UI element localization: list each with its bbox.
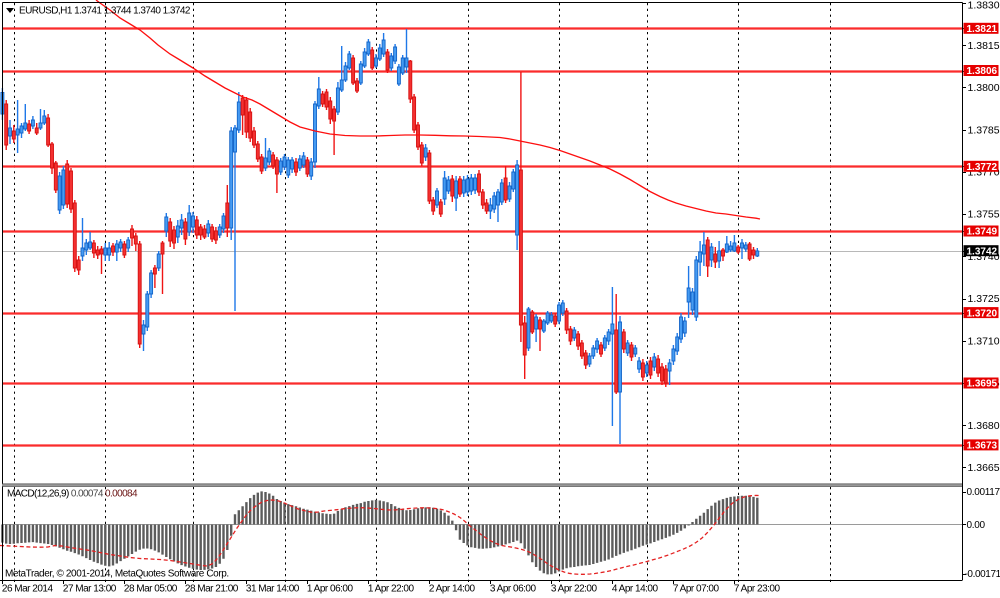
svg-text:0.00: 0.00 <box>967 520 986 531</box>
svg-text:1.3800: 1.3800 <box>968 82 1000 94</box>
svg-text:1.3785: 1.3785 <box>968 124 1000 136</box>
svg-text:1.3830: 1.3830 <box>968 0 1000 12</box>
svg-text:1.3720: 1.3720 <box>967 308 998 319</box>
svg-text:1.3665: 1.3665 <box>968 462 1000 474</box>
svg-text:1 Apr 22:00: 1 Apr 22:00 <box>368 584 415 595</box>
svg-text:0.00117: 0.00117 <box>967 487 1000 498</box>
svg-text:1.3680: 1.3680 <box>968 420 1000 432</box>
svg-text:1.3695: 1.3695 <box>967 379 998 390</box>
svg-text:1.3806: 1.3806 <box>967 66 998 77</box>
svg-text:28 Mar 21:00: 28 Mar 21:00 <box>185 584 239 595</box>
svg-text:1.3772: 1.3772 <box>967 162 998 173</box>
svg-text:7 Apr 23:00: 7 Apr 23:00 <box>734 584 781 595</box>
svg-text:1.3742: 1.3742 <box>967 246 998 257</box>
svg-text:MACD(12,26,9) 0.00074 0.00084: MACD(12,26,9) 0.00074 0.00084 <box>7 489 138 500</box>
svg-text:3 Apr 22:00: 3 Apr 22:00 <box>551 584 598 595</box>
svg-text:1.3725: 1.3725 <box>968 293 1000 305</box>
svg-text:31 Mar 14:00: 31 Mar 14:00 <box>246 584 300 595</box>
svg-text:EURUSD,H1 1.3741 1.3744 1.374: EURUSD,H1 1.3741 1.3744 1.3740 1.3742 <box>19 6 191 17</box>
svg-text:MetaTrader, © 2001-2014, MetaQ: MetaTrader, © 2001-2014, MetaQuotes Soft… <box>5 569 229 580</box>
svg-text:26 Mar 2014: 26 Mar 2014 <box>2 584 54 595</box>
svg-text:1.3710: 1.3710 <box>968 335 1000 347</box>
svg-text:3 Apr 06:00: 3 Apr 06:00 <box>490 584 537 595</box>
svg-text:1 Apr 06:00: 1 Apr 06:00 <box>307 584 354 595</box>
svg-text:1.3755: 1.3755 <box>968 209 1000 221</box>
svg-text:1.3821: 1.3821 <box>967 24 998 35</box>
svg-text:7 Apr 07:00: 7 Apr 07:00 <box>673 584 720 595</box>
svg-text:28 Mar 05:00: 28 Mar 05:00 <box>124 584 178 595</box>
svg-text:2 Apr 14:00: 2 Apr 14:00 <box>429 584 476 595</box>
svg-text:-0.00171: -0.00171 <box>965 569 1000 580</box>
svg-text:1.3815: 1.3815 <box>968 40 1000 52</box>
svg-text:27 Mar 13:00: 27 Mar 13:00 <box>63 584 117 595</box>
svg-text:1.3749: 1.3749 <box>967 227 998 238</box>
svg-text:4 Apr 14:00: 4 Apr 14:00 <box>612 584 659 595</box>
svg-text:1.3673: 1.3673 <box>967 441 998 452</box>
